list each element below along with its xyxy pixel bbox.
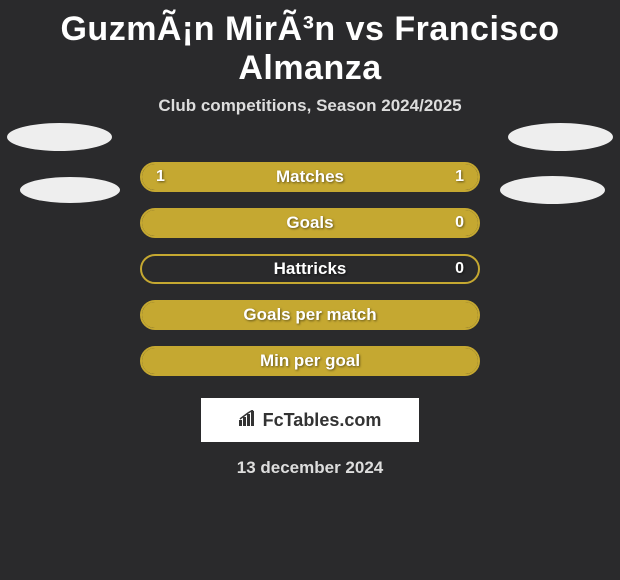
stat-row-hattricks: Hattricks 0 bbox=[140, 254, 480, 284]
stat-value-right: 0 bbox=[455, 260, 464, 278]
page-title: GuzmÃ¡n MirÃ³n vs Francisco Almanza bbox=[0, 0, 620, 96]
stat-value-right: 1 bbox=[455, 168, 464, 186]
player-avatar-left-1 bbox=[7, 123, 112, 151]
logo-box: FcTables.com bbox=[201, 398, 419, 442]
stat-value-left: 1 bbox=[156, 168, 165, 186]
stat-row-goals: Goals 0 bbox=[140, 208, 480, 238]
stat-label: Goals per match bbox=[243, 305, 376, 325]
stat-label: Min per goal bbox=[260, 351, 360, 371]
stat-row-min-per-goal: Min per goal bbox=[140, 346, 480, 376]
chart-icon bbox=[239, 410, 259, 431]
logo-text: FcTables.com bbox=[263, 410, 382, 431]
stat-value-right: 0 bbox=[455, 214, 464, 232]
stat-row-goals-per-match: Goals per match bbox=[140, 300, 480, 330]
stat-row-matches: 1 Matches 1 bbox=[140, 162, 480, 192]
stat-label: Hattricks bbox=[274, 259, 347, 279]
date: 13 december 2024 bbox=[0, 458, 620, 478]
stats-container: 1 Matches 1 Goals 0 Hattricks 0 Goals pe… bbox=[0, 162, 620, 376]
stat-label: Goals bbox=[286, 213, 333, 233]
stat-label: Matches bbox=[276, 167, 344, 187]
player-avatar-right-1 bbox=[508, 123, 613, 151]
